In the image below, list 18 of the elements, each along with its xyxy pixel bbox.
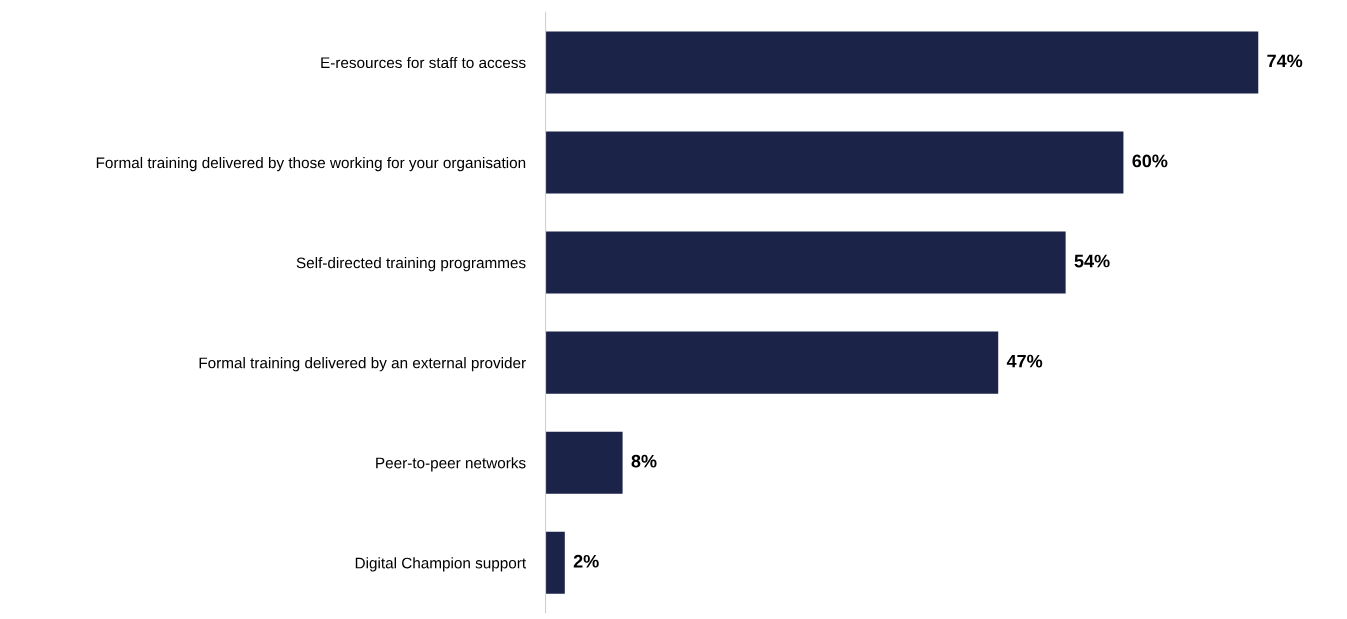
y-tick-label: Formal training delivered by those working for your organisation (96, 156, 526, 172)
data-label: 47% (1006, 354, 1043, 368)
bar (545, 131, 1124, 194)
data-label: 60% (1132, 154, 1168, 168)
bar (545, 331, 999, 394)
bar (545, 531, 565, 594)
data-label: 8% (631, 454, 657, 468)
y-tick-label: Self-directed training programmes (296, 257, 526, 272)
data-label: 2% (573, 554, 599, 568)
y-tick-label: E-resources for staff to access (321, 56, 526, 69)
y-tick-label: Digital Champion support (355, 557, 526, 572)
bar (545, 31, 1259, 94)
y-tick-label: Formal training delivered by an external provider (199, 357, 526, 372)
y-tick-label: Peer-to-peer networks (376, 457, 526, 472)
data-label: 54% (1074, 254, 1110, 268)
bar (545, 231, 1066, 294)
bar (545, 431, 623, 494)
data-label: 74% (1267, 54, 1303, 68)
